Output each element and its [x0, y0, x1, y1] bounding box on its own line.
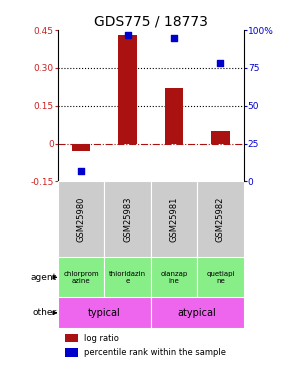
Bar [151, 257, 197, 297]
Bar [104, 182, 151, 257]
Text: GSM25980: GSM25980 [77, 196, 86, 242]
Point [172, 34, 176, 40]
Bar [58, 297, 151, 328]
Point [125, 32, 130, 38]
Bar [151, 182, 197, 257]
Text: GSM25982: GSM25982 [216, 196, 225, 242]
Bar [104, 257, 151, 297]
Bar [151, 297, 244, 328]
Bar [58, 257, 104, 297]
Text: GSM25983: GSM25983 [123, 196, 132, 242]
Text: percentile rank within the sample: percentile rank within the sample [84, 348, 226, 357]
Text: chlorprom
azine: chlorprom azine [64, 271, 99, 284]
Bar [118, 35, 137, 144]
Text: olanzap
ine: olanzap ine [160, 271, 188, 284]
Text: typical: typical [88, 308, 121, 318]
Point [218, 60, 223, 66]
Bar [165, 88, 183, 144]
Bar [197, 257, 244, 297]
Bar [66, 334, 78, 342]
Text: other: other [33, 308, 57, 317]
Text: thioridazin
e: thioridazin e [109, 271, 146, 284]
Text: GSM25981: GSM25981 [169, 196, 179, 242]
Bar [197, 182, 244, 257]
Bar [72, 144, 90, 151]
Text: quetiapi
ne: quetiapi ne [206, 271, 235, 284]
Text: agent: agent [31, 273, 57, 282]
Bar [66, 348, 78, 357]
Point [79, 168, 84, 174]
Title: GDS775 / 18773: GDS775 / 18773 [94, 15, 208, 29]
Text: log ratio: log ratio [84, 334, 119, 343]
Bar [58, 182, 104, 257]
Bar [211, 131, 230, 144]
Text: atypical: atypical [178, 308, 217, 318]
